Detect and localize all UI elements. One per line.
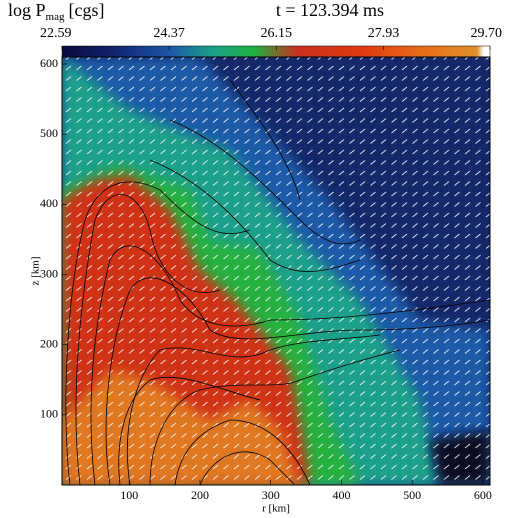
y-tick-label: 100 (40, 407, 58, 421)
title-unit: [cgs] (68, 0, 104, 20)
title-sub: mag (46, 11, 65, 23)
colorbar-tick-label: 26.15 (261, 26, 293, 41)
x-tick-label: 100 (120, 488, 138, 502)
colorbar-tick-label: 29.70 (471, 26, 503, 41)
x-tick-label: 400 (332, 488, 350, 502)
x-tick-label: 200 (191, 488, 209, 502)
colorbar-tick-label: 22.59 (40, 26, 72, 41)
colorbar-tick-label: 24.37 (153, 26, 185, 41)
plot-frame (61, 56, 491, 486)
x-tick-label: 600 (474, 488, 492, 502)
y-tick-label: 200 (40, 336, 58, 350)
x-tick-label: 300 (262, 488, 280, 502)
x-label: r [km] (262, 503, 290, 515)
colorbar-tick-label: 27.93 (368, 26, 400, 41)
y-label: z [km] (30, 256, 42, 285)
colorbar (61, 45, 491, 58)
y-tick-label: 300 (40, 266, 58, 280)
title-main: log P (8, 0, 46, 20)
y-tick-label: 400 (40, 196, 58, 210)
y-tick-label: 500 (40, 126, 58, 140)
y-tick-label: 600 (40, 56, 58, 70)
x-tick-label: 500 (403, 488, 421, 502)
title: log Pmag [cgs] (8, 0, 104, 22)
time-label: t = 123.394 ms (276, 0, 384, 20)
field (62, 57, 490, 485)
